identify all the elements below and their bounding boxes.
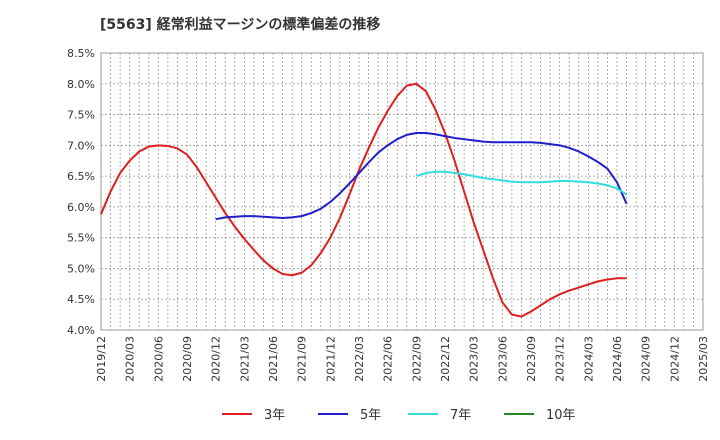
x-tick-label: 2022/09 [410,336,423,382]
plot-area [100,52,704,331]
x-tick-label: 2024/03 [582,336,595,382]
x-tick-label: 2020/09 [181,336,194,382]
legend-label-1: 5年 [360,408,381,423]
x-tick-label: 2021/06 [267,336,280,382]
y-tick-label: 6.0% [67,201,95,214]
x-tick-label: 2022/03 [353,336,366,382]
x-tick-label: 2022/06 [382,336,395,382]
x-tick-label: 2024/12 [668,336,681,382]
chart-title: [5563] 経常利益マージンの標準偏差の推移 [100,17,381,33]
series-line-2 [416,170,628,196]
y-tick-label: 8.0% [67,78,95,91]
x-tick-label: 2021/12 [324,336,337,382]
series-layer [100,82,628,318]
series-line-1 [215,132,628,221]
x-tick-label: 2022/12 [439,336,452,382]
series-line-0 [100,82,627,318]
y-tick-label: 8.5% [67,47,95,60]
y-tick-label: 4.0% [67,324,95,337]
x-tick-label: 2023/12 [554,336,567,382]
x-tick-label: 2023/03 [468,336,481,382]
y-tick-label: 7.5% [67,109,95,122]
x-tick-label: 2025/03 [697,336,710,382]
x-tick-label: 2020/06 [152,336,165,382]
x-tick-label: 2024/09 [640,336,653,382]
axis-layer: 4.0% 4.5% 5.0% 5.5% 6.0% 6.5% 7.0% 7.5% 8.0% 8.5%… [67,47,710,382]
legend: 3年 5年 7年 10年 [222,408,576,423]
x-tick-label: 2020/03 [124,336,137,382]
x-tick-label: 2021/03 [238,336,251,382]
x-tick-label: 2024/06 [611,336,624,382]
x-tick-label: 2023/06 [496,336,509,382]
legend-label-2: 7年 [450,408,471,423]
x-tick-label: 2023/09 [525,336,538,382]
x-tick-label: 2021/09 [296,336,309,382]
y-tick-label: 7.0% [67,139,95,152]
legend-label-0: 3年 [264,408,285,423]
y-tick-label: 5.5% [67,232,95,245]
grid-layer [100,52,704,331]
legend-label-3: 10年 [546,408,576,423]
x-tick-label: 2020/12 [210,336,223,382]
y-tick-label: 6.5% [67,170,95,183]
x-tick-label: 2019/12 [95,336,108,382]
y-tick-label: 4.5% [67,293,95,306]
y-tick-label: 5.0% [67,262,95,275]
